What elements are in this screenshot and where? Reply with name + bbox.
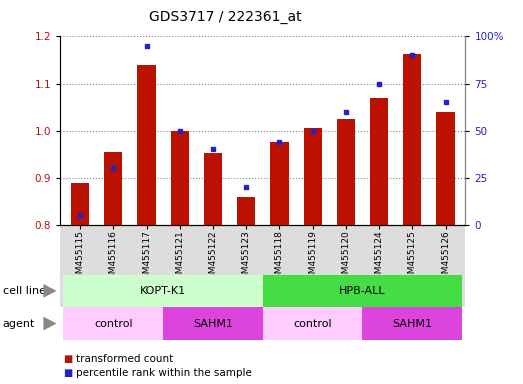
Bar (71, 183, 89, 225)
Text: ■: ■ (63, 354, 72, 364)
Text: KOPT-K1: KOPT-K1 (140, 286, 186, 296)
Bar (138, 65, 156, 225)
Text: SAHM1: SAHM1 (392, 318, 433, 329)
Bar (337, 119, 355, 225)
Text: percentile rank within the sample: percentile rank within the sample (76, 368, 252, 378)
Text: GDS3717 / 222361_at: GDS3717 / 222361_at (149, 10, 301, 23)
Text: ■: ■ (63, 368, 72, 378)
Text: SAHM1: SAHM1 (193, 318, 233, 329)
Text: cell line: cell line (3, 286, 46, 296)
Text: control: control (94, 318, 133, 329)
Text: transformed count: transformed count (76, 354, 173, 364)
Text: agent: agent (3, 318, 35, 329)
Bar (104, 152, 122, 225)
Text: control: control (293, 318, 332, 329)
Bar (204, 153, 222, 225)
Bar (270, 142, 289, 225)
Bar (170, 131, 189, 225)
Bar (436, 112, 454, 225)
Bar (370, 98, 388, 225)
Bar (403, 55, 422, 225)
Bar (237, 197, 255, 225)
Text: HPB-ALL: HPB-ALL (339, 286, 386, 296)
Bar (303, 128, 322, 225)
